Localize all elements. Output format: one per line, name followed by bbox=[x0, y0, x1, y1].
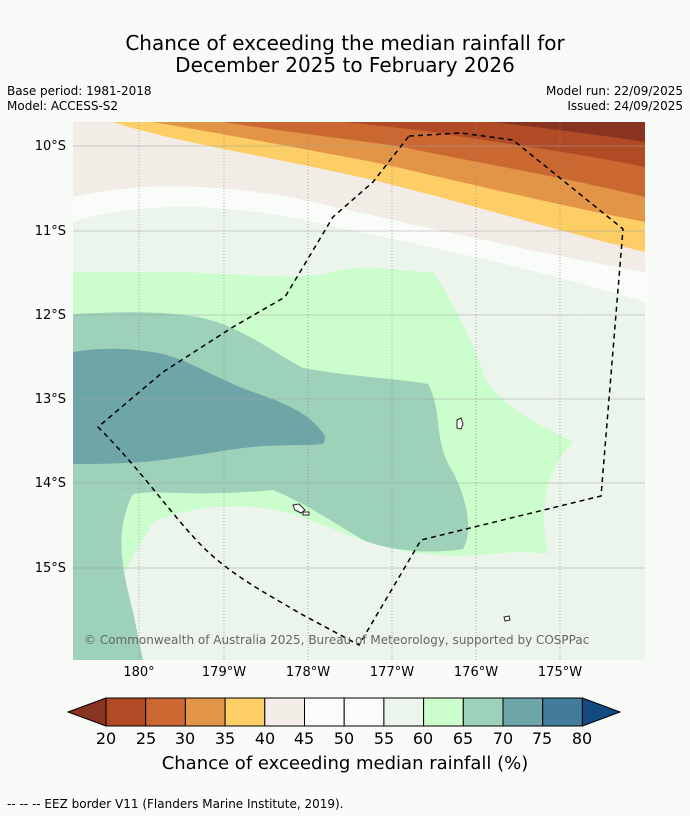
colorbar-tick: 75 bbox=[531, 729, 553, 748]
colorbar-title: Chance of exceeding median rainfall (%) bbox=[161, 753, 529, 774]
band-60-65-north bbox=[73, 207, 645, 352]
run-info: Model run: 22/09/2025 Issued: 24/09/2025 bbox=[546, 84, 683, 114]
colorbar-extend-low bbox=[66, 697, 107, 727]
map-title: Chance of exceeding the median rainfall … bbox=[0, 32, 690, 76]
colorbar-swatch bbox=[264, 697, 306, 727]
colorbar-tick: 30 bbox=[174, 729, 196, 748]
lat-label: 14°S bbox=[34, 476, 66, 491]
lon-label: 175°W bbox=[537, 665, 583, 680]
colorbar-swatch bbox=[423, 697, 464, 727]
lon-label: 176°W bbox=[453, 665, 499, 680]
lon-label: 180° bbox=[123, 665, 155, 680]
island bbox=[503, 615, 511, 622]
colorbar-tick: 80 bbox=[571, 729, 593, 748]
band-75-80 bbox=[73, 348, 325, 464]
lon-label: 177°W bbox=[369, 665, 415, 680]
colorbar bbox=[66, 697, 622, 727]
colorbar-tick: 65 bbox=[452, 729, 474, 748]
map-panel bbox=[73, 122, 645, 660]
eez-border bbox=[96, 132, 624, 647]
lon-label: 179°W bbox=[201, 665, 247, 680]
lat-label: 12°S bbox=[34, 308, 66, 323]
colorbar-swatch bbox=[304, 697, 345, 727]
lat-label: 10°S bbox=[34, 139, 66, 154]
band-60-65-south bbox=[73, 506, 645, 660]
model-info: Base period: 1981-2018 Model: ACCESS-S2 bbox=[7, 84, 152, 114]
colorbar-swatch bbox=[105, 697, 147, 727]
band-70-75-southwest bbox=[73, 494, 143, 660]
graticule bbox=[73, 122, 645, 660]
band-60-65-east bbox=[433, 272, 645, 660]
copyright-notice: © Commonwealth of Australia 2025, Bureau… bbox=[84, 633, 590, 647]
colorbar-tick: 70 bbox=[492, 729, 514, 748]
island bbox=[456, 417, 464, 430]
colorbar-swatch bbox=[343, 697, 385, 727]
colorbar-swatch bbox=[542, 697, 583, 727]
colorbar-swatch bbox=[462, 697, 504, 727]
band-20-25 bbox=[493, 122, 645, 142]
model-name: Model: ACCESS-S2 bbox=[7, 99, 119, 113]
title-line-2: December 2025 to February 2026 bbox=[175, 53, 515, 77]
lon-label: 178°W bbox=[285, 665, 331, 680]
colorbar-tick: 55 bbox=[373, 729, 395, 748]
base-period: Base period: 1981-2018 bbox=[7, 84, 152, 98]
band-25-30 bbox=[343, 122, 645, 167]
eez-legend: -- -- -- EEZ border V11 (Flanders Marine… bbox=[7, 797, 344, 811]
colorbar-tick: 40 bbox=[254, 729, 276, 748]
colorbar-swatch bbox=[184, 697, 226, 727]
colorbar-tick: 50 bbox=[333, 729, 355, 748]
lat-label: 13°S bbox=[34, 392, 66, 407]
band-55-60-north bbox=[73, 186, 645, 302]
lat-label: 11°S bbox=[34, 224, 66, 239]
colorbar-tick: 20 bbox=[95, 729, 117, 748]
colorbar-tick: 35 bbox=[214, 729, 236, 748]
colorbar-swatch bbox=[224, 697, 266, 727]
lat-label: 15°S bbox=[34, 561, 66, 576]
title-line-1: Chance of exceeding the median rainfall … bbox=[125, 31, 565, 55]
model-run: Model run: 22/09/2025 bbox=[545, 84, 683, 98]
colorbar-swatch bbox=[145, 697, 186, 727]
colorbar-tick: 25 bbox=[135, 729, 157, 748]
colorbar-swatch bbox=[383, 697, 425, 727]
colorbar-tick: 60 bbox=[412, 729, 434, 748]
colorbar-tick: 45 bbox=[293, 729, 315, 748]
colorbar-extend-high bbox=[581, 697, 622, 727]
island bbox=[302, 511, 310, 516]
issued-date: Issued: 24/09/2025 bbox=[567, 99, 683, 113]
colorbar-swatch bbox=[502, 697, 544, 727]
